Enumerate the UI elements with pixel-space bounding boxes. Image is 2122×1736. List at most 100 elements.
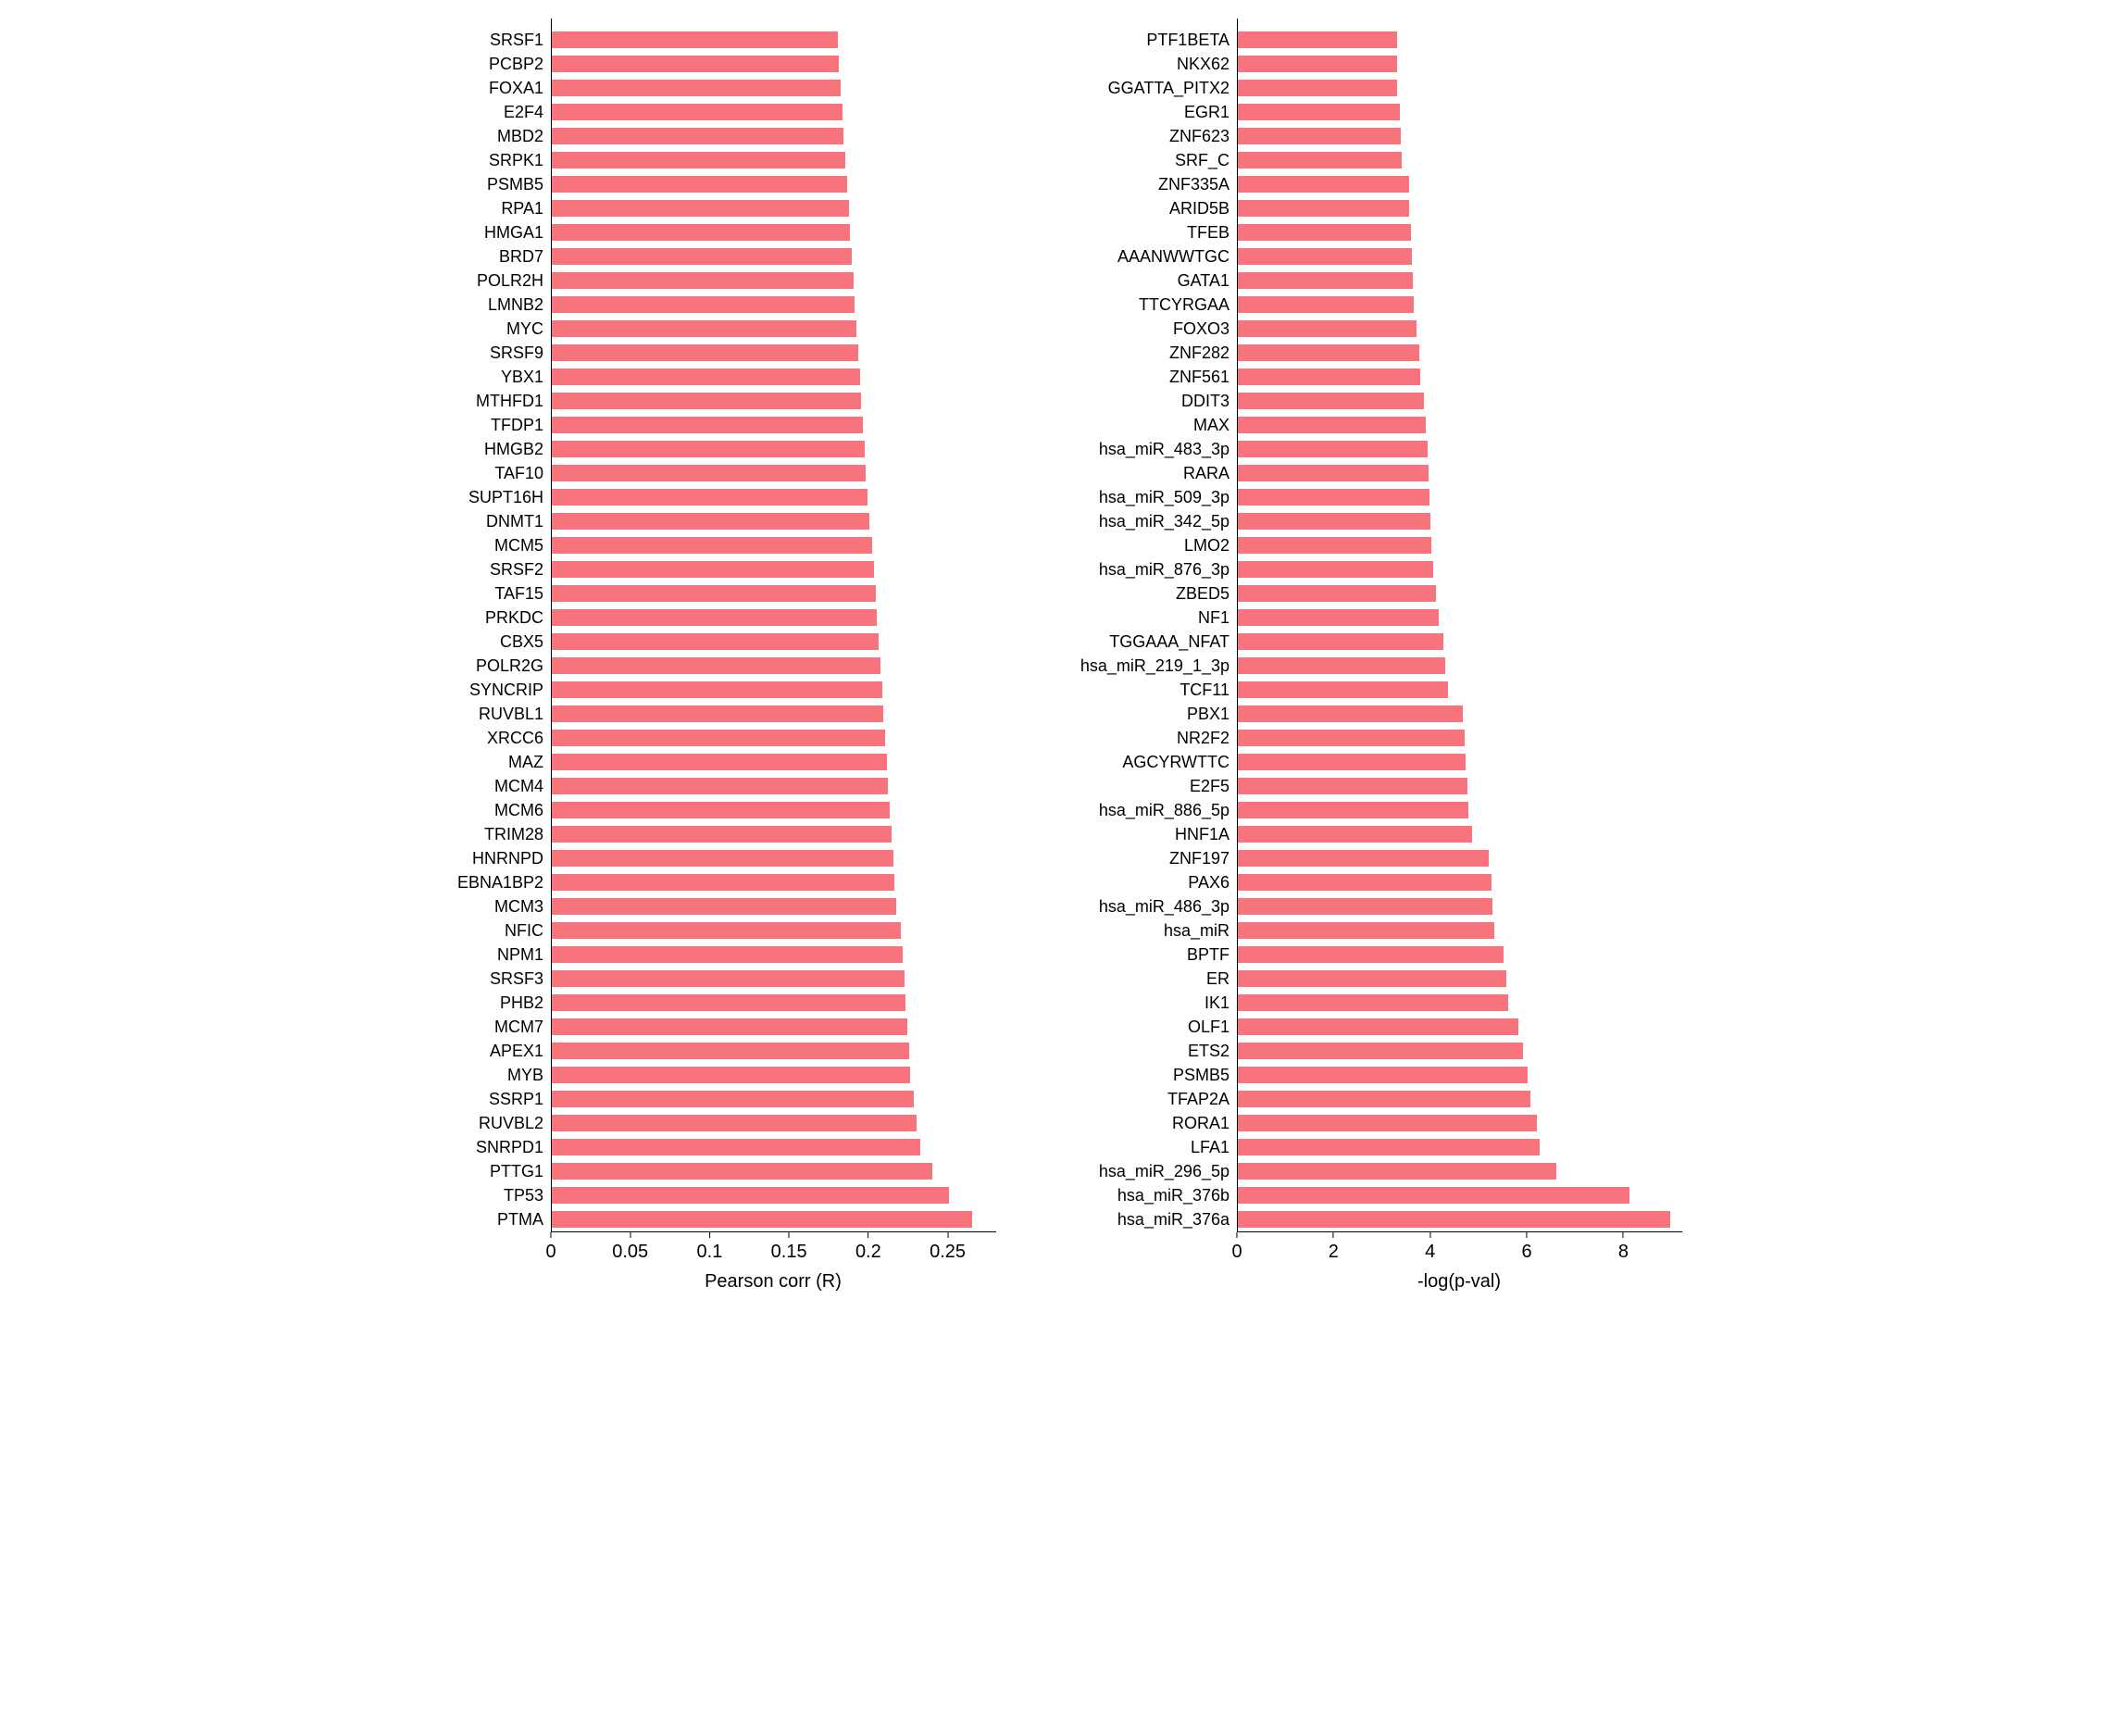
bar <box>1238 368 1420 385</box>
bar-label: MYB <box>440 1063 551 1087</box>
bar <box>1238 489 1429 506</box>
bar-row <box>552 822 996 846</box>
bar-row <box>1238 1111 1682 1135</box>
bar <box>552 633 879 650</box>
bar-label: TFAP2A <box>1052 1087 1237 1111</box>
x-tick: 2 <box>1329 1232 1339 1263</box>
x-tick-label: 0 <box>1231 1242 1242 1263</box>
bar-label: GGATTA_PITX2 <box>1052 76 1237 100</box>
bar <box>552 128 843 144</box>
bar <box>552 56 839 72</box>
bar <box>1238 874 1492 891</box>
bar <box>552 248 852 265</box>
bar <box>552 152 845 169</box>
bar-label: ER <box>1052 967 1237 991</box>
bar <box>552 1187 949 1204</box>
right-labels-column: PTF1BETANKX62GGATTA_PITX2EGR1ZNF623SRF_C… <box>1052 19 1237 1232</box>
bar <box>552 754 887 770</box>
x-tick-label: 0.1 <box>697 1242 723 1263</box>
bar-label: POLR2G <box>440 654 551 678</box>
x-tick-mark <box>1237 1232 1238 1238</box>
bar-row <box>552 654 996 678</box>
x-tick-mark <box>789 1232 790 1238</box>
bar-label: MAX <box>1052 413 1237 437</box>
bar-label: SRSF2 <box>440 557 551 581</box>
bar-row <box>552 1207 996 1231</box>
bar-row <box>552 1087 996 1111</box>
bar <box>552 80 841 96</box>
bar <box>1238 1139 1540 1155</box>
bar-label: BPTF <box>1052 943 1237 967</box>
bar-label: HMGB2 <box>440 437 551 461</box>
bar-row <box>1238 389 1682 413</box>
bar-label: RORA1 <box>1052 1111 1237 1135</box>
x-tick: 0 <box>1231 1232 1242 1263</box>
bar-row <box>552 365 996 389</box>
bar-row <box>1238 1063 1682 1087</box>
bar <box>552 609 877 626</box>
bar-row <box>1238 606 1682 630</box>
bar-label: TCF11 <box>1052 678 1237 702</box>
bar-label: HNF1A <box>1052 822 1237 846</box>
bar-label: AGCYRWTTC <box>1052 750 1237 774</box>
bar <box>552 826 892 843</box>
bar-row <box>1238 918 1682 943</box>
bar <box>1238 994 1508 1011</box>
bar-label: XRCC6 <box>440 726 551 750</box>
bar-row <box>1238 702 1682 726</box>
bar-row <box>552 533 996 557</box>
bar-label: ZNF561 <box>1052 365 1237 389</box>
bar <box>1238 754 1466 770</box>
bar <box>552 104 843 120</box>
bar-row <box>1238 533 1682 557</box>
bar <box>1238 609 1439 626</box>
bar <box>552 802 890 818</box>
bar-row <box>552 1111 996 1135</box>
bar <box>1238 152 1402 169</box>
bar-label: EBNA1BP2 <box>440 870 551 894</box>
bar-label: hsa_miR_342_5p <box>1052 509 1237 533</box>
bar-label: ZBED5 <box>1052 581 1237 606</box>
bar-label: TAF15 <box>440 581 551 606</box>
bar-row <box>1238 100 1682 124</box>
bar <box>552 31 838 48</box>
bar-row <box>1238 509 1682 533</box>
bar <box>1238 802 1468 818</box>
bar-label: RARA <box>1052 461 1237 485</box>
bar <box>552 994 905 1011</box>
bar-label: SRF_C <box>1052 148 1237 172</box>
bar <box>1238 513 1430 530</box>
left-labels-column: SRSF1PCBP2FOXA1E2F4MBD2SRPK1PSMB5RPA1HMG… <box>440 19 551 1232</box>
bar-row <box>1238 774 1682 798</box>
bar <box>552 537 872 554</box>
bar-label: TRIM28 <box>440 822 551 846</box>
bar-label: RUVBL2 <box>440 1111 551 1135</box>
bar-label: NPM1 <box>440 943 551 967</box>
left-chart: SRSF1PCBP2FOXA1E2F4MBD2SRPK1PSMB5RPA1HMG… <box>440 19 996 1293</box>
bar-row <box>1238 437 1682 461</box>
bar-label: MAZ <box>440 750 551 774</box>
bar-row <box>552 798 996 822</box>
bar-row <box>552 943 996 967</box>
bar-row <box>1238 1087 1682 1111</box>
bar-label: MCM7 <box>440 1015 551 1039</box>
bar-row <box>1238 1159 1682 1183</box>
bar <box>552 513 869 530</box>
bar-label: hsa_miR_376a <box>1052 1207 1237 1231</box>
bar-label: TFEB <box>1052 220 1237 244</box>
x-tick-label: 0.15 <box>771 1242 807 1263</box>
x-tick: 0.1 <box>697 1232 723 1263</box>
x-tick-mark <box>1623 1232 1624 1238</box>
bar-row <box>1238 581 1682 606</box>
bar-label: NR2F2 <box>1052 726 1237 750</box>
bar <box>1238 128 1401 144</box>
bar <box>552 368 860 385</box>
x-tick: 0.05 <box>612 1232 648 1263</box>
right-x-title: -log(p-val) <box>1237 1271 1681 1293</box>
bar-row <box>552 726 996 750</box>
bar-row <box>552 485 996 509</box>
bar <box>1238 850 1489 867</box>
bar <box>1238 1043 1523 1059</box>
bar <box>552 465 866 481</box>
bar-row <box>552 1159 996 1183</box>
